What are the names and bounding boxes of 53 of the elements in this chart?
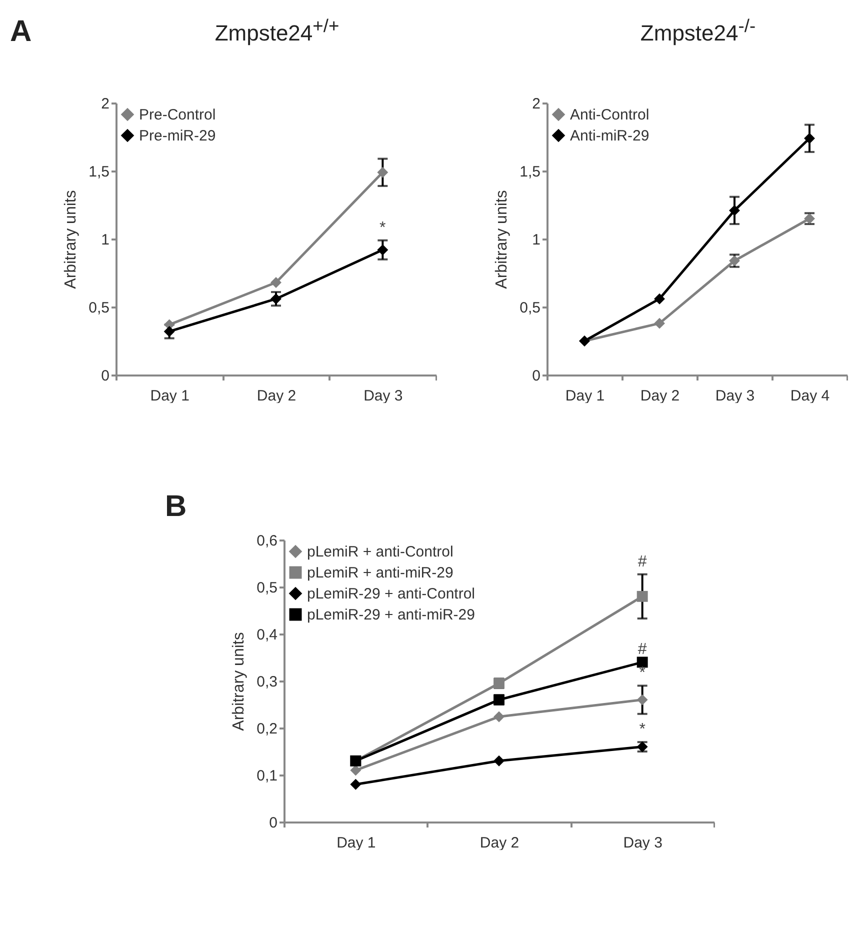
chart-title: Zmpste24$^{+/+}$ xyxy=(214,15,340,46)
point xyxy=(636,656,648,668)
y-tick-label: 0 xyxy=(532,368,540,384)
legend-label: Pre-miR-29 xyxy=(139,128,216,144)
y-tick-label: 0,3 xyxy=(256,674,278,690)
point xyxy=(654,318,665,329)
annotation: # xyxy=(638,553,647,570)
legend-label: pLemiR-29 + anti-miR-29 xyxy=(307,606,475,624)
y-axis-title: Arbitrary units xyxy=(494,190,511,289)
annotation: * xyxy=(639,721,646,738)
point xyxy=(377,244,388,256)
point xyxy=(729,204,740,216)
y-axis-title: Arbitrary units xyxy=(62,190,80,289)
point xyxy=(494,755,504,766)
y-tick-label: 2 xyxy=(532,96,540,112)
legend-label: Anti-Control xyxy=(570,106,650,124)
point xyxy=(350,778,362,790)
y-tick-label: 0,5 xyxy=(256,580,278,596)
y-tick-label: 0,2 xyxy=(256,720,278,738)
y-tick-label: 1,5 xyxy=(88,164,110,180)
y-axis-title: Arbitrary units xyxy=(230,632,248,731)
y-tick-label: 0,1 xyxy=(256,768,278,784)
chart-title: Zmpste24$^{-/-}$ xyxy=(640,15,756,46)
legend-label: pLemiR + anti-miR-29 xyxy=(307,564,454,582)
y-tick-label: 1 xyxy=(532,232,540,248)
y-tick-label: 1,5 xyxy=(520,164,540,180)
y-tick-label: 2 xyxy=(101,96,110,112)
y-tick-label: 1 xyxy=(101,232,110,248)
annotation: # xyxy=(638,641,647,658)
y-tick-label: 0,4 xyxy=(256,626,278,644)
text: A xyxy=(10,15,32,49)
point xyxy=(164,326,175,337)
legend-label: Pre-Control xyxy=(139,106,216,124)
point xyxy=(377,166,388,178)
point xyxy=(654,293,665,304)
annotation: * xyxy=(380,219,386,236)
text: B xyxy=(165,490,187,524)
point xyxy=(804,132,815,144)
legend-label: pLemiR + anti-Control xyxy=(307,544,454,560)
point xyxy=(350,764,362,776)
annotation: * xyxy=(639,664,646,682)
point xyxy=(494,711,504,722)
legend-label: pLemiR-29 + anti-Control xyxy=(307,586,475,602)
y-tick-label: 0,6 xyxy=(256,532,278,550)
y-tick-label: 0,5 xyxy=(88,300,110,316)
point xyxy=(270,293,282,304)
point xyxy=(636,694,648,706)
point xyxy=(270,277,282,288)
legend-label: Anti-miR-29 xyxy=(570,128,650,144)
point xyxy=(636,590,648,602)
y-tick-label: 0,5 xyxy=(520,300,540,316)
y-tick-label: 0 xyxy=(269,814,278,832)
y-tick-label: 0 xyxy=(101,368,110,384)
